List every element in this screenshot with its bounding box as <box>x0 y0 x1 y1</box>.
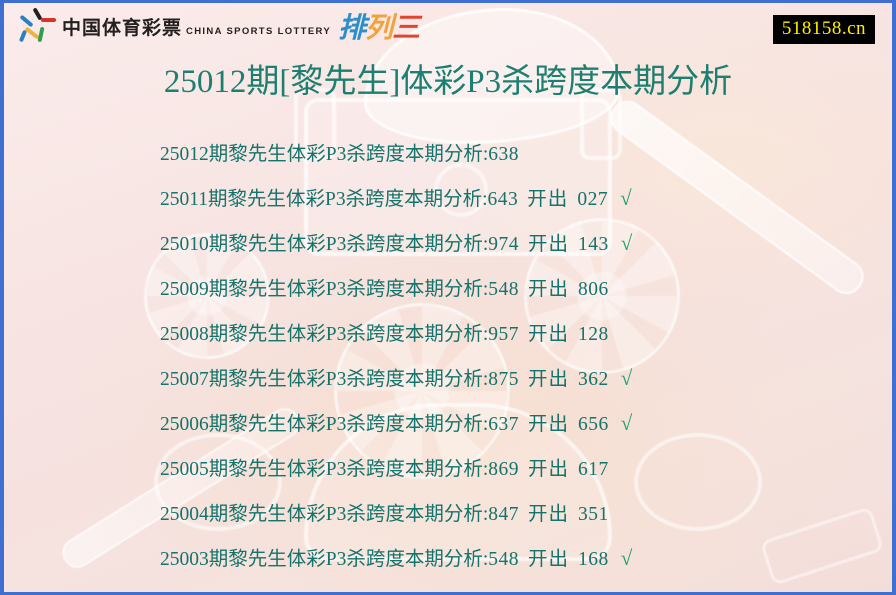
row-kill-numbers: 637 <box>488 414 520 435</box>
row-kaichu-label: 开出 <box>528 234 570 255</box>
header-bar: 中国体育彩票 CHINA SPORTS LOTTERY 排列三 518158.c… <box>4 3 892 57</box>
row-hit-check-icon <box>609 276 621 300</box>
row-kill-numbers: 548 <box>488 549 520 570</box>
row-kill-numbers: 638 <box>488 144 520 165</box>
row-prefix: 25003期黎先生体彩P3杀跨度本期分析 <box>160 549 483 570</box>
row-colon: : <box>482 504 489 525</box>
row-prefix: 25012期黎先生体彩P3杀跨度本期分析 <box>160 144 483 165</box>
list-item: 25009期黎先生体彩P3杀跨度本期分析:548 开出 806 <box>160 266 880 311</box>
list-item: 25012期黎先生体彩P3杀跨度本期分析:638 <box>160 131 880 176</box>
row-hit-check-icon <box>609 456 621 480</box>
row-colon: : <box>482 234 489 255</box>
row-hit-check-icon: √ <box>620 186 632 210</box>
site-url-badge[interactable]: 518158.cn <box>772 15 875 44</box>
row-result-numbers: 027 <box>577 189 609 210</box>
row-prefix: 25007期黎先生体彩P3杀跨度本期分析 <box>160 369 483 390</box>
row-colon: : <box>482 324 489 345</box>
row-result-numbers: 168 <box>578 549 609 570</box>
row-kill-numbers: 875 <box>488 369 520 390</box>
analysis-list: 25012期黎先生体彩P3杀跨度本期分析:638 25011期黎先生体彩P3杀跨… <box>160 131 880 581</box>
row-kaichu-label: 开出 <box>528 414 570 435</box>
row-kaichu-label: 开出 <box>528 324 570 345</box>
row-colon: : <box>482 144 489 165</box>
row-kill-numbers: 548 <box>488 279 520 300</box>
game-logo-char-2: 列 <box>365 11 393 44</box>
row-prefix: 25005期黎先生体彩P3杀跨度本期分析 <box>160 459 483 480</box>
row-prefix: 25006期黎先生体彩P3杀跨度本期分析 <box>160 414 483 435</box>
row-prefix: 25011期黎先生体彩P3杀跨度本期分析 <box>160 189 483 210</box>
list-item: 25004期黎先生体彩P3杀跨度本期分析:847 开出 351 <box>160 491 880 536</box>
sports-lottery-emblem-icon <box>18 7 58 46</box>
brand-text: 中国体育彩票 CHINA SPORTS LOTTERY <box>62 17 331 39</box>
list-item: 25005期黎先生体彩P3杀跨度本期分析:869 开出 617 <box>160 446 880 491</box>
row-hit-check-icon: √ <box>620 411 633 435</box>
row-colon: : <box>482 279 489 300</box>
brand-name-cn: 中国体育彩票 <box>62 17 183 39</box>
row-kaichu-label: 开出 <box>528 369 570 390</box>
row-colon: : <box>482 414 489 435</box>
row-colon: : <box>482 549 489 570</box>
row-kaichu-label: 开出 <box>528 504 570 525</box>
list-item: 25007期黎先生体彩P3杀跨度本期分析:875 开出 362 √ <box>160 356 880 401</box>
list-item: 25011期黎先生体彩P3杀跨度本期分析:643 开出 027 √ <box>160 176 880 221</box>
list-item: 25003期黎先生体彩P3杀跨度本期分析:548 开出 168 √ <box>160 536 880 581</box>
row-hit-check-icon <box>537 141 549 165</box>
brand-logo[interactable]: 中国体育彩票 CHINA SPORTS LOTTERY 排列三 <box>18 7 420 46</box>
row-kill-numbers: 869 <box>488 459 520 480</box>
row-colon: : <box>482 369 489 390</box>
site-url-text: 518158.cn <box>781 18 866 39</box>
game-logo-char-3: 三 <box>392 11 420 44</box>
row-kill-numbers: 643 <box>487 189 519 210</box>
row-kaichu-label: 开出 <box>528 279 570 300</box>
list-item: 25006期黎先生体彩P3杀跨度本期分析:637 开出 656 √ <box>160 401 880 446</box>
list-item: 25008期黎先生体彩P3杀跨度本期分析:957 开出 128 <box>160 311 880 356</box>
row-kaichu-label: 开出 <box>527 189 569 210</box>
row-prefix: 25004期黎先生体彩P3杀跨度本期分析 <box>160 504 483 525</box>
row-prefix: 25010期黎先生体彩P3杀跨度本期分析 <box>160 234 483 255</box>
row-result-numbers: 351 <box>578 504 609 525</box>
row-result-numbers: 617 <box>578 459 609 480</box>
row-prefix: 25008期黎先生体彩P3杀跨度本期分析 <box>160 324 483 345</box>
row-kill-numbers: 957 <box>488 324 520 345</box>
row-hit-check-icon: √ <box>620 366 633 390</box>
row-result-numbers: 656 <box>578 414 609 435</box>
row-hit-check-icon: √ <box>620 546 633 570</box>
row-kill-numbers: 847 <box>488 504 520 525</box>
row-result-numbers: 362 <box>578 369 609 390</box>
row-result-numbers: 806 <box>578 279 609 300</box>
list-item: 25010期黎先生体彩P3杀跨度本期分析:974 开出 143 √ <box>160 221 880 266</box>
row-kaichu-label: 开出 <box>528 549 570 570</box>
row-result-numbers: 128 <box>578 324 609 345</box>
row-prefix: 25009期黎先生体彩P3杀跨度本期分析 <box>160 279 483 300</box>
game-logo-pailiesan: 排列三 <box>338 11 420 44</box>
row-hit-check-icon <box>609 321 621 345</box>
row-colon: : <box>482 459 489 480</box>
row-hit-check-icon: √ <box>620 231 633 255</box>
row-result-numbers: 143 <box>578 234 609 255</box>
brand-name-en: CHINA SPORTS LOTTERY <box>186 26 332 37</box>
page-title: 25012期[黎先生]体彩P3杀跨度本期分析 <box>163 64 733 100</box>
row-hit-check-icon <box>609 501 621 525</box>
game-logo-char-1: 排 <box>338 11 366 44</box>
row-kill-numbers: 974 <box>488 234 520 255</box>
row-colon: : <box>482 189 488 210</box>
row-kaichu-label: 开出 <box>528 459 570 480</box>
